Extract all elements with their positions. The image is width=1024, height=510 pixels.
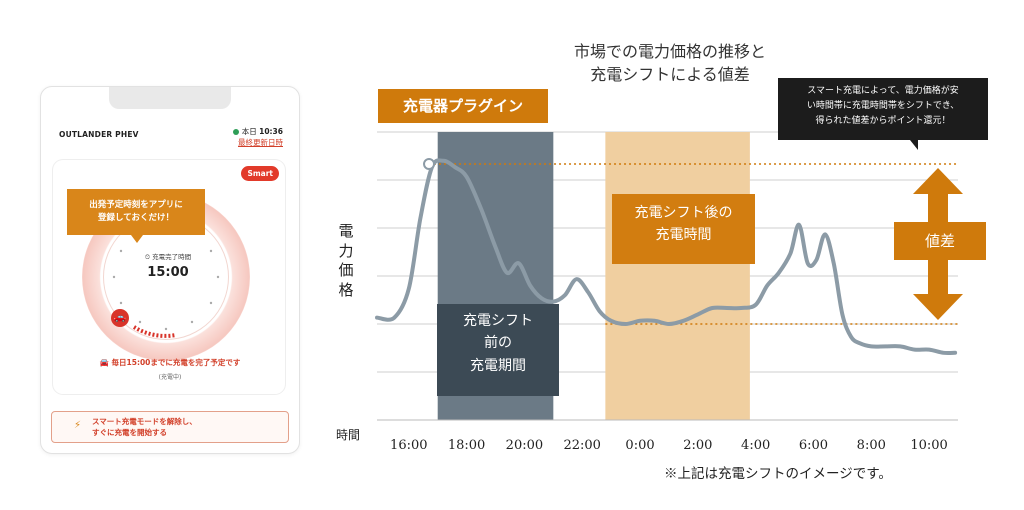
status-block: 本日 10:36 最終更新日時 [232,127,283,148]
y-axis-label: 電力価格 [338,222,354,299]
before-line1: 充電シフト [463,313,533,329]
tooltip-line2: 登録しておくだけ！ [97,213,174,223]
callout-line1: スマート充電によって、電力価格が安 [807,86,959,96]
x-axis-label: 時間 [336,428,361,442]
x-tick-label: 20:00 [505,438,544,453]
plug-in-label: 充電器プラグイン [378,89,548,123]
release-line2: すぐに充電を開始する [92,427,167,437]
clock-label: ⏲ 充電完了時間 [144,253,192,261]
x-tick-label: 22:00 [563,438,601,453]
after-line2: 充電時間 [655,227,712,244]
price-diff-label: 値差 [894,222,986,260]
callout-line3: 得られた値差からポイント還元！ [815,115,951,126]
price-series-line [375,158,958,356]
schedule-sub: (充電中) [158,374,182,381]
after-shift-band [605,132,750,420]
x-tick-label: 10:00 [910,438,948,453]
x-tick-label: 4:00 [741,438,771,453]
x-tick-label: 2:00 [683,438,713,453]
lightning-icon: ⚡ [74,420,82,431]
phone-mock: OUTLANDER PHEV 本日 10:36 最終更新日時 Smart ⏲ 充… [40,86,300,454]
phone-notch [109,87,231,109]
x-tick-label: 18:00 [447,438,486,453]
clock-time: 15:00 [147,265,189,280]
release-smart-button[interactable]: ⚡ スマート充電モードを解除し、 すぐに充電を開始する [51,411,289,443]
vehicle-model: OUTLANDER PHEV [59,130,139,139]
chart-title-line2: 充電シフトによる値差 [590,65,750,85]
smart-badge: Smart [241,166,279,181]
car-small-icon: 🚘 [99,358,112,367]
app-tooltip: 出発予定時刻をアプリに 登録しておくだけ！ [67,189,205,243]
clock-icon: ⏲ [144,253,153,261]
x-tick-label: 8:00 [856,438,886,453]
online-dot-icon [232,129,239,135]
status-time: 10:36 [259,127,283,136]
tooltip-line1: 出発予定時刻をアプリに [89,199,183,210]
callout-line2: い時間帯に充電時間帯をシフトでき、 [806,100,960,111]
chart-title: 市場での電力価格の推移と 充電シフトによる値差 [520,40,820,86]
after-shift-label: 充電シフト後の 充電時間 [612,194,755,264]
schedule-info: 🚘 毎日15:00までに充電を完了予定です (充電中) [65,357,275,389]
callout-box: スマート充電によって、電力価格が安 い時間帯に充電時間帯をシフトでき、 得られた… [778,78,988,150]
before-shift-label: 充電シフト 前の 充電期間 [437,304,559,396]
after-line1: 充電シフト後の [634,205,733,221]
last-update-link[interactable]: 最終更新日時 [238,137,283,147]
status-day: 本日 [241,127,257,136]
schedule-text: 毎日15:00までに充電を完了予定です [111,358,241,367]
x-tick-label: 0:00 [625,438,655,453]
before-line2: 前の [484,335,512,352]
chart-note: ※上記は充電シフトのイメージです。 [664,466,892,482]
car-icon: 🚗 [111,309,129,327]
plug-in-marker [423,158,436,170]
before-line3: 充電期間 [470,357,526,374]
x-tick-label: 16:00 [390,438,428,453]
chart-title-line1: 市場での電力価格の推移と [573,42,766,61]
release-line1: スマート充電モードを解除し、 [92,417,197,426]
x-tick-label: 6:00 [798,438,829,453]
